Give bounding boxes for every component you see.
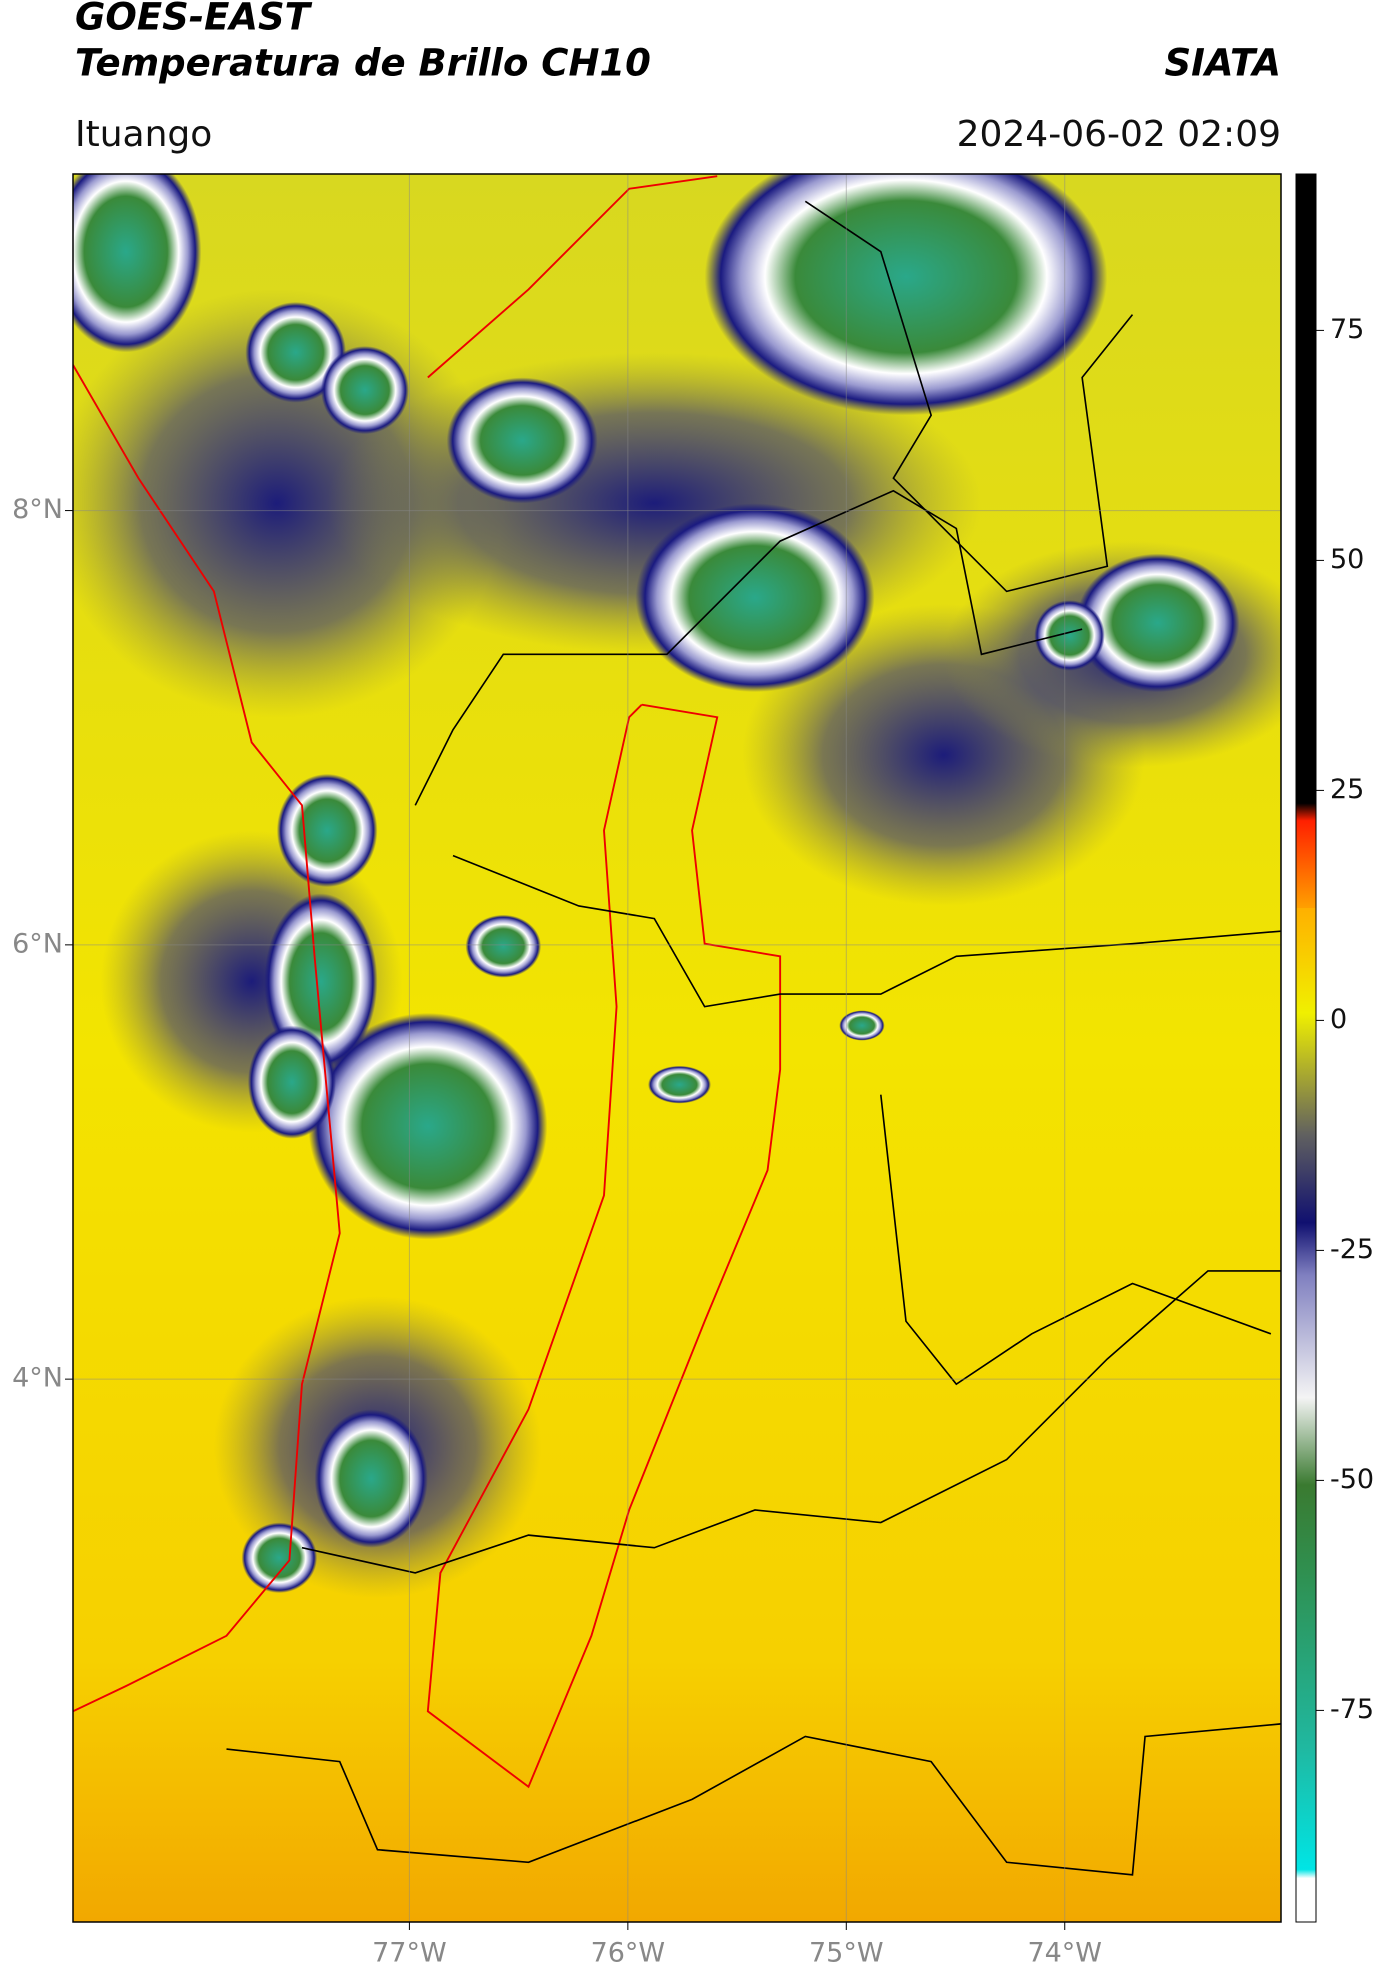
agency: SIATA (1164, 42, 1281, 85)
subtitle: Temperatura de Brillo CH10 (75, 42, 651, 85)
y-tick-label: 8°N (12, 494, 63, 525)
title: GOES-EAST (75, 0, 313, 39)
x-tick-label: 75°W (809, 1938, 884, 1969)
colorbar-tick-label: -50 (1330, 1464, 1374, 1495)
timestamp: 2024-06-02 02:09 (957, 114, 1281, 155)
colorbar (1295, 173, 1317, 1923)
y-tick-label: 4°N (12, 1363, 63, 1394)
colorbar-tick-label: 75 (1330, 314, 1364, 345)
satellite-image (73, 174, 1281, 1922)
colorbar-tick-label: 0 (1330, 1004, 1347, 1035)
colorbar-tick-label: -75 (1330, 1694, 1374, 1725)
grid (73, 174, 1281, 1922)
x-tick-label: 76°W (591, 1938, 666, 1969)
x-tick-label: 74°W (1027, 1938, 1102, 1969)
colorbar-tick-label: 50 (1330, 544, 1364, 575)
colorbar-tick-label: 25 (1330, 774, 1364, 805)
x-tick-label: 77°W (372, 1938, 447, 1969)
location: Ituango (75, 114, 212, 155)
y-tick-label: 6°N (12, 928, 63, 959)
map-frame (72, 173, 1282, 1923)
colorbar-tick-label: -25 (1330, 1234, 1374, 1265)
